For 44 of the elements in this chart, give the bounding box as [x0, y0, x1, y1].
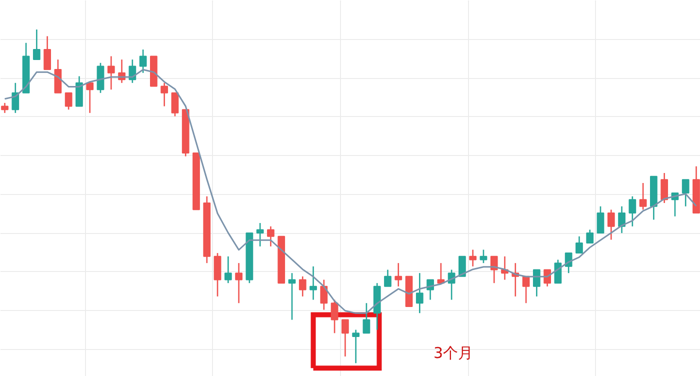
candlestick — [384, 269, 392, 288]
candlestick — [224, 256, 232, 284]
candlestick — [341, 319, 349, 358]
candlestick — [682, 179, 690, 207]
candlestick — [330, 299, 338, 334]
candlestick — [171, 92, 179, 117]
candlestick — [267, 226, 274, 248]
candlestick — [320, 279, 328, 310]
candlestick — [160, 82, 168, 107]
candlestick — [660, 172, 668, 204]
candlestick — [576, 236, 583, 254]
candlestick — [214, 252, 222, 298]
candlestick — [607, 209, 615, 240]
candlestick — [288, 272, 296, 320]
candlestick — [86, 82, 94, 114]
candlestick — [310, 266, 317, 300]
candlestick — [32, 28, 40, 60]
candlestick — [107, 56, 115, 90]
candlestick — [362, 302, 370, 334]
candlestick — [416, 272, 424, 314]
candlestick — [96, 62, 104, 94]
candlestick — [480, 249, 488, 264]
candlestick — [64, 92, 72, 110]
candlestick — [128, 58, 136, 84]
candlestick — [12, 82, 20, 114]
candlestick — [586, 229, 594, 244]
candlestick — [532, 269, 540, 298]
candlestick — [352, 329, 360, 364]
candlestick — [235, 262, 242, 304]
candlestick — [618, 206, 626, 234]
candlestick — [394, 262, 402, 288]
candlestick — [639, 182, 647, 210]
candlestick — [596, 206, 604, 234]
candlestick — [44, 36, 51, 70]
candlestick — [256, 222, 264, 248]
candlestick — [1, 102, 8, 114]
candlestick — [544, 269, 551, 288]
candlestick — [298, 276, 306, 298]
candlestick — [76, 76, 83, 107]
candlestick — [437, 262, 445, 284]
candlestick — [469, 249, 477, 268]
annotation: 3个月 — [433, 344, 474, 362]
candlestick — [139, 48, 147, 74]
candlestick — [628, 196, 636, 228]
